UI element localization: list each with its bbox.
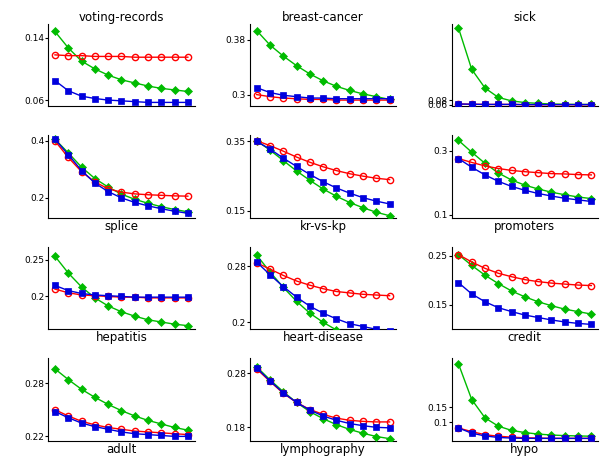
Title: voting-records: voting-records bbox=[79, 11, 164, 24]
X-axis label: hypo: hypo bbox=[510, 443, 539, 456]
X-axis label: kr-vs-kp: kr-vs-kp bbox=[300, 220, 347, 233]
X-axis label: credit: credit bbox=[508, 331, 542, 345]
Title: breast-cancer: breast-cancer bbox=[282, 11, 364, 24]
X-axis label: adult: adult bbox=[106, 443, 137, 456]
X-axis label: promoters: promoters bbox=[494, 220, 556, 233]
Title: sick: sick bbox=[513, 11, 536, 24]
X-axis label: lymphography: lymphography bbox=[280, 443, 366, 456]
X-axis label: heart-disease: heart-disease bbox=[283, 331, 364, 345]
X-axis label: hepatitis: hepatitis bbox=[95, 331, 147, 345]
X-axis label: splice: splice bbox=[104, 220, 138, 233]
